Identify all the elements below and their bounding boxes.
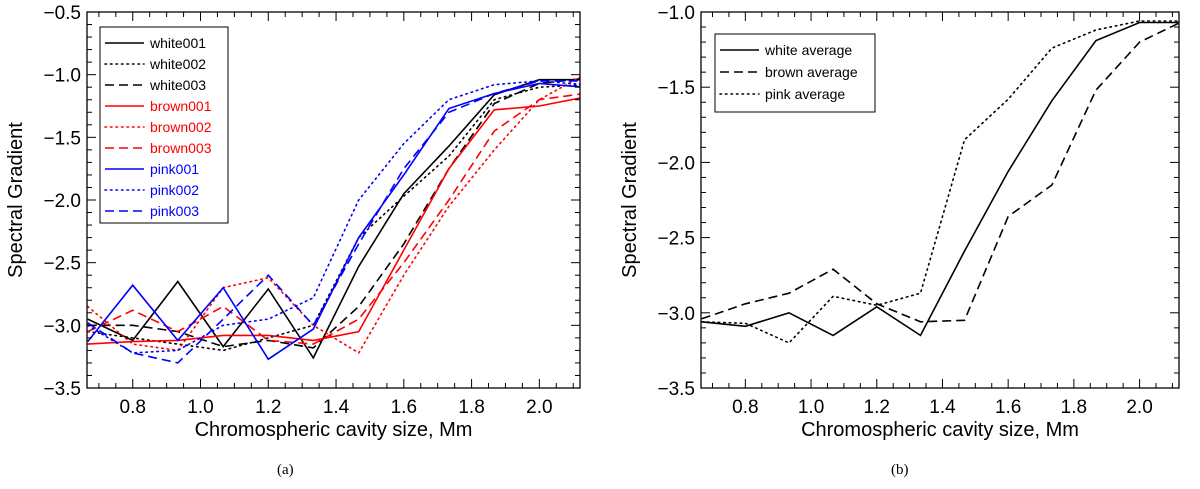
series-line-white-average <box>701 21 1179 337</box>
x-tick-label: 0.8 <box>120 397 146 418</box>
legend-label: brown003 <box>150 140 212 156</box>
x-tick-label: 1.6 <box>995 397 1021 418</box>
y-tick-label: −3.5 <box>657 379 695 400</box>
y-tick-label: −2.0 <box>43 191 81 212</box>
x-axis-title: Chromospheric cavity size, Mm <box>801 419 1079 441</box>
chart-a: 0.8 1.0 1.2 1.4 1.6 1.8 2.0 −0.5 −1.0 −1.5 −2.0 −2.… <box>5 3 581 441</box>
legend: white average brown average pink average <box>714 33 876 113</box>
x-tick-label: 1.2 <box>255 397 281 418</box>
legend-label: white003 <box>149 77 206 93</box>
legend-label: pink001 <box>150 161 199 177</box>
caption-b: (b) <box>891 462 909 478</box>
x-tick-label: 2.0 <box>526 397 552 418</box>
legend-label: brown002 <box>150 119 212 135</box>
x-tick-label: 1.6 <box>391 397 417 418</box>
y-tick-label: −1.5 <box>43 128 81 149</box>
series-line-pink-average <box>701 20 1179 344</box>
y-tick-label: −1.5 <box>657 78 695 99</box>
series-line-brown002 <box>87 76 580 355</box>
y-tick-label: −2.5 <box>657 229 695 250</box>
x-tick-label: 2.0 <box>1126 397 1152 418</box>
series-line-brown003 <box>87 93 580 345</box>
legend-label: white002 <box>149 56 206 72</box>
series-line-white003 <box>87 78 580 349</box>
series-line-pink002 <box>87 80 580 354</box>
y-axis-title: Spectral Gradient <box>5 122 27 278</box>
legend-label: brown001 <box>150 98 212 114</box>
series-line-brown001 <box>87 97 580 345</box>
x-tick-label: 1.0 <box>798 397 824 418</box>
x-tick-label: 1.8 <box>458 397 484 418</box>
legend-box <box>714 33 876 113</box>
y-tick-label: −1.0 <box>657 3 695 24</box>
series-line-pink003 <box>87 80 580 364</box>
plot-frame <box>700 11 1180 389</box>
y-tick-label: −2.0 <box>657 153 695 174</box>
chart-b: 0.8 1.0 1.2 1.4 1.6 1.8 2.0 −1.0 −1.5 −2.0 −2.5 −3.… <box>619 3 1180 441</box>
x-tick-label: 1.8 <box>1061 397 1087 418</box>
legend-label: pink003 <box>150 203 199 219</box>
y-tick-label: −2.5 <box>43 254 81 275</box>
y-axis-title: Spectral Gradient <box>619 122 641 278</box>
legend-label: white average <box>764 42 852 58</box>
x-tick-label: 0.8 <box>732 397 758 418</box>
x-tick-label: 1.4 <box>323 397 350 418</box>
x-axis-title: Chromospheric cavity size, Mm <box>195 419 473 441</box>
y-tick-label: −1.0 <box>43 66 81 87</box>
y-tick-label: −0.5 <box>43 3 81 24</box>
x-tick-label: 1.4 <box>929 397 956 418</box>
legend: white001 white002 white003 brown001 brown002… <box>99 26 229 224</box>
legend-label: white001 <box>149 35 206 51</box>
y-tick-label: −3.0 <box>657 304 695 325</box>
x-tick-label: 1.2 <box>864 397 890 418</box>
caption-a: (a) <box>277 462 294 478</box>
legend-label: brown average <box>765 64 858 80</box>
y-tick-label: −3.0 <box>43 316 81 337</box>
series-line-white002 <box>87 84 580 352</box>
y-tick-label: −3.5 <box>43 379 81 400</box>
series-line-brown-average <box>701 22 1179 323</box>
legend-label: pink002 <box>150 182 199 198</box>
x-tick-label: 1.0 <box>187 397 213 418</box>
legend-label: pink average <box>765 86 845 102</box>
